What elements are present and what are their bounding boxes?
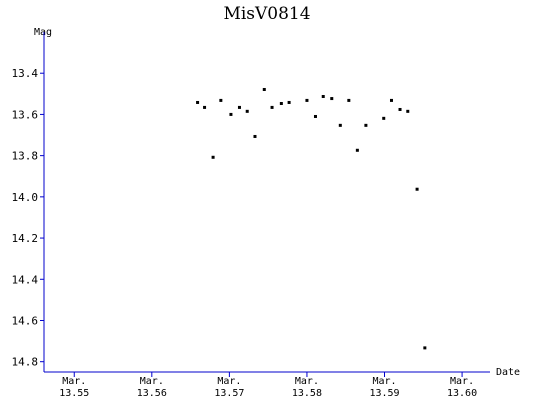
point xyxy=(237,105,241,109)
y-axis-label: Mag xyxy=(34,27,52,38)
y-tick-label: 13.8 xyxy=(12,150,39,163)
y-tick-label: 14.0 xyxy=(12,191,39,204)
point xyxy=(229,112,233,116)
point xyxy=(219,98,223,102)
y-tick-label: 14.2 xyxy=(12,232,39,245)
y-tick-label: 14.8 xyxy=(12,356,39,369)
y-tick-label: 14.4 xyxy=(12,273,39,286)
point xyxy=(423,346,427,350)
x-tick-label: Mar. 13.60 xyxy=(447,376,478,399)
point xyxy=(321,94,325,98)
x-tick-label: Mar. 13.58 xyxy=(291,376,322,399)
point xyxy=(262,87,266,91)
y-tick-label: 14.6 xyxy=(12,314,39,327)
point xyxy=(355,148,359,152)
point xyxy=(415,187,419,191)
point xyxy=(330,97,334,101)
point xyxy=(196,100,200,104)
point xyxy=(389,98,393,102)
y-tick-label: 13.4 xyxy=(12,67,39,80)
point xyxy=(364,123,368,127)
x-tick-label: Mar. 13.56 xyxy=(136,376,167,399)
x-tick-label: Mar. 13.55 xyxy=(59,376,90,399)
point xyxy=(382,116,386,120)
point xyxy=(245,109,249,113)
point xyxy=(270,105,274,109)
x-axis-label: Date xyxy=(496,367,520,378)
point xyxy=(279,102,283,106)
point xyxy=(347,98,351,102)
y-tick-label: 13.6 xyxy=(12,108,39,121)
point xyxy=(305,98,309,102)
point xyxy=(287,100,291,104)
point xyxy=(406,109,410,113)
point xyxy=(313,114,317,118)
point xyxy=(203,105,207,109)
x-tick-label: Mar. 13.59 xyxy=(369,376,400,399)
point xyxy=(338,123,342,127)
point xyxy=(253,134,257,138)
x-tick-label: Mar. 13.57 xyxy=(214,376,245,399)
point xyxy=(398,107,402,111)
point xyxy=(211,155,215,159)
chart-title: MisV0814 xyxy=(223,4,310,24)
